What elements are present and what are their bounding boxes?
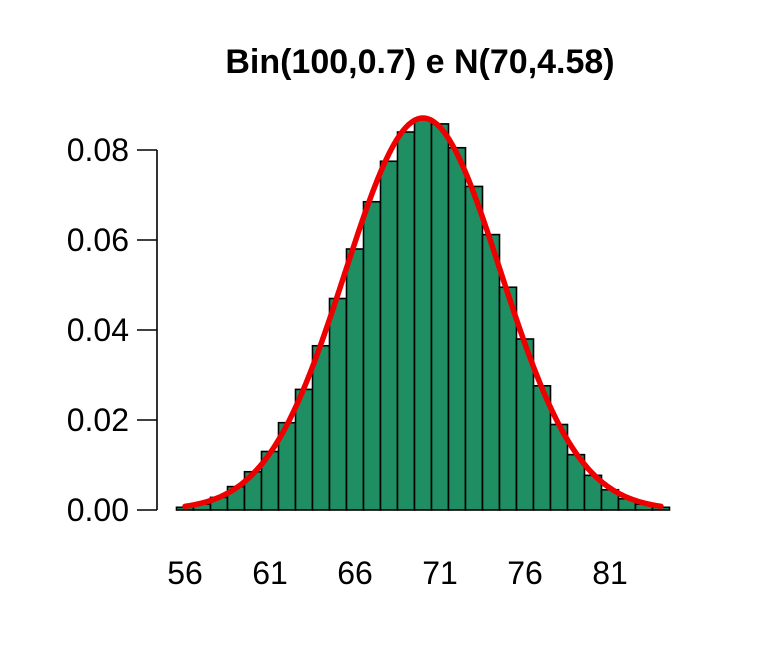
chart-title: Bin(100,0.7) e N(70,4.58): [225, 43, 614, 81]
histogram-bar: [447, 146, 467, 511]
y-tick-label: 0.08: [67, 132, 129, 168]
y-tick-label: 0.02: [67, 402, 129, 438]
histogram-bar: [498, 286, 518, 511]
y-tick-label: 0.04: [67, 312, 129, 348]
x-tick-label: 61: [252, 555, 288, 591]
bars-layer: [175, 118, 671, 511]
histogram-bar: [464, 185, 484, 511]
histogram-bar: [328, 297, 348, 511]
histogram-bar: [362, 200, 382, 511]
histogram-bar: [345, 248, 365, 511]
y-axis: 0.00 0.02 0.04 0.06 0.08: [67, 132, 158, 528]
x-tick-label: 66: [337, 555, 373, 591]
x-tick-label: 56: [167, 555, 203, 591]
histogram-bar: [430, 123, 450, 511]
y-tick-label: 0.06: [67, 222, 129, 258]
normal-curve: [182, 115, 664, 510]
histogram-bar: [413, 118, 433, 511]
y-tick-label: 0.00: [67, 492, 129, 528]
x-tick-label: 76: [507, 555, 543, 591]
x-tick-label: 71: [422, 555, 458, 591]
x-axis: 56 61 66 71 76 81: [167, 555, 628, 591]
histogram-bar: [379, 160, 399, 511]
histogram-bar: [311, 344, 331, 511]
curve-layer: [182, 115, 664, 510]
x-tick-label: 81: [592, 555, 628, 591]
histogram-bar: [396, 131, 416, 511]
histogram-bar: [481, 233, 501, 511]
